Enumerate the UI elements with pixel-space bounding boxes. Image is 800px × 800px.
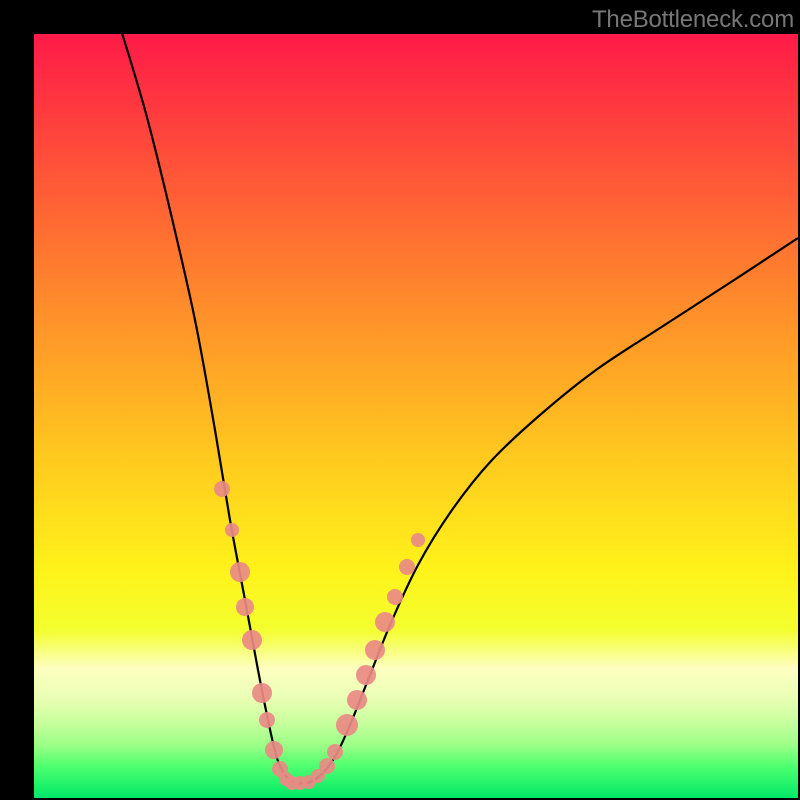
chart-root: TheBottleneck.com <box>0 0 800 800</box>
chart-plot-background <box>34 34 798 798</box>
watermark-text: TheBottleneck.com <box>592 6 794 34</box>
